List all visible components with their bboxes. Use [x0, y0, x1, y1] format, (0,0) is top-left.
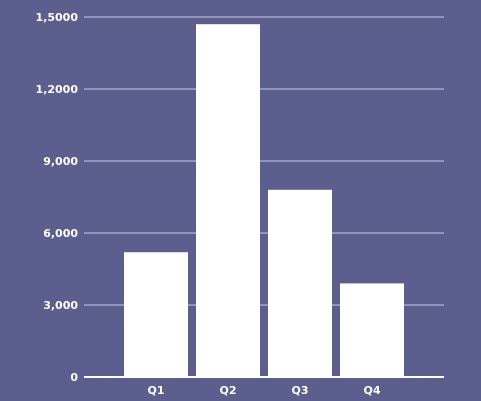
x-tick-label: Q3 [291, 384, 308, 397]
bar-q2 [196, 24, 260, 377]
x-tick-label: Q4 [363, 384, 380, 397]
y-tick-label: 9,000 [43, 155, 78, 168]
y-tick-label: 3,000 [43, 299, 78, 312]
y-tick-label: 1,2000 [36, 83, 79, 96]
bar-q4 [340, 283, 404, 377]
bars [124, 24, 404, 377]
x-tick-label: Q2 [219, 384, 236, 397]
bar-q3 [268, 189, 332, 377]
y-tick-labels: 0 3,000 6,000 9,000 1,2000 1,5000 [36, 11, 79, 384]
x-tick-label: Q1 [147, 384, 164, 397]
y-tick-label: 1,5000 [36, 11, 79, 24]
x-tick-labels: Q1 Q2 Q3 Q4 [147, 384, 380, 397]
y-tick-label: 6,000 [43, 227, 78, 240]
y-tick-label: 0 [70, 371, 78, 384]
bar-q1 [124, 252, 188, 377]
